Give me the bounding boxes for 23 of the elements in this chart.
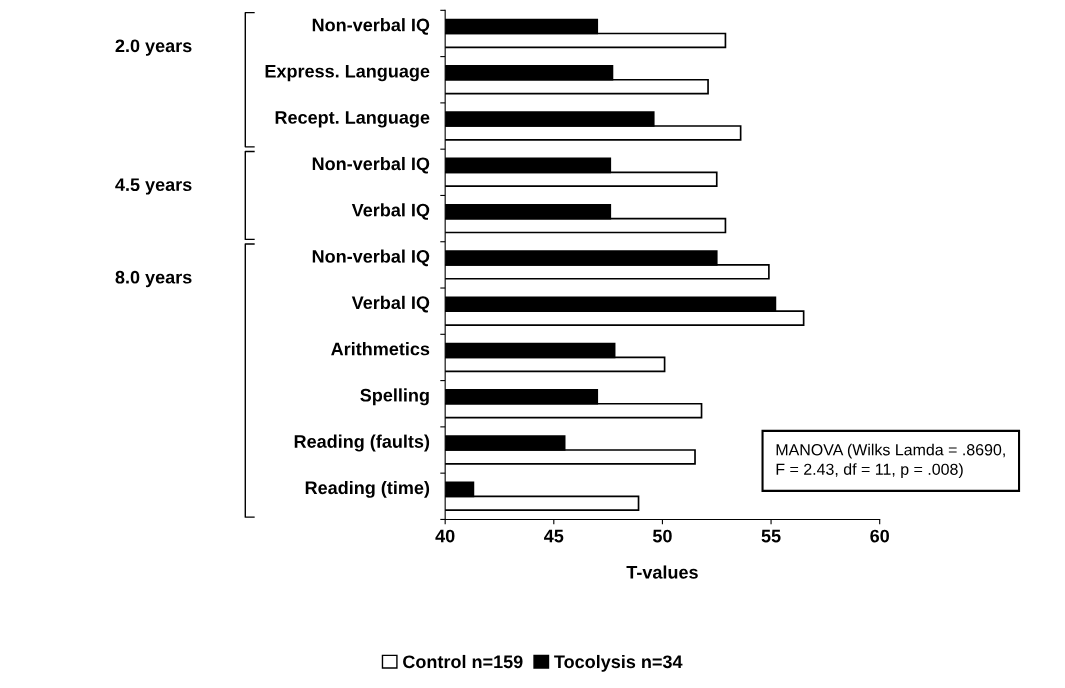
x-tick-label: 50 (652, 529, 672, 543)
legend-label: Control n=159 (403, 654, 523, 669)
y-tick-label: Reading (time) (305, 480, 430, 498)
legend-label: Tocolysis n=34 (554, 654, 683, 672)
annotation: MANOVA (Wilks Lamda = .8690, F = 2.43, df = 11, p = .008) (776, 443, 1005, 479)
y-tick-label: Verbal IQ (351, 295, 430, 313)
x-tick-label: 40 (435, 529, 455, 543)
text: 2.0 years (115, 39, 192, 56)
text: 8.0 years (115, 270, 192, 288)
y-tick-label: Verbal IQ (351, 203, 430, 220)
y-tick-label: Express. Language (265, 64, 430, 82)
y-tick-label: Reading (faults) (294, 434, 430, 452)
y-tick-label: Recept. Language (275, 111, 430, 128)
x-axis-title: T-values (626, 565, 698, 579)
x-tick-label: 55 (761, 529, 781, 543)
text: 4.5 years (115, 178, 192, 195)
y-tick-label: Non-verbal IQ (312, 156, 430, 174)
x-tick-label: 45 (544, 529, 564, 543)
y-tick-label: Non-verbal IQ (312, 18, 430, 35)
y-tick-label: Non-verbal IQ (312, 249, 430, 267)
x-tick-label: 60 (870, 529, 889, 543)
y-tick-label: Spelling (360, 388, 429, 406)
y-tick-label: Arithmetics (331, 342, 430, 356)
